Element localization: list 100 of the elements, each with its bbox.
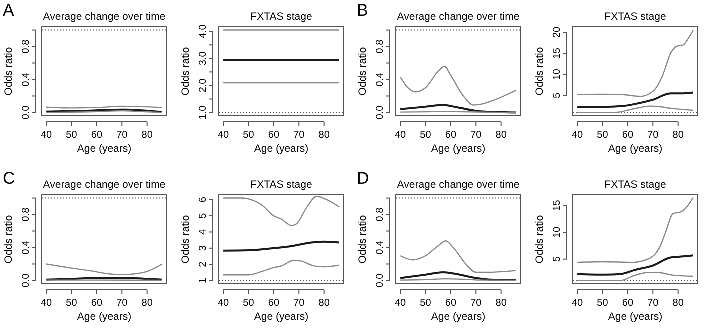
y-tick-label: 0.4 xyxy=(375,72,386,87)
y-axis-title: Odds ratio xyxy=(180,47,192,96)
text: C xyxy=(3,169,16,188)
y-tick-label: 0.4 xyxy=(21,240,32,255)
y-tick-label: 10 xyxy=(552,226,563,238)
y-tick-label: 0.0 xyxy=(375,273,386,288)
x-axis-title: Age (years) xyxy=(431,143,486,155)
x-axis-title: Age (years) xyxy=(77,143,132,155)
x-tick-label: 80 xyxy=(318,130,330,141)
x-tick-label: 60 xyxy=(268,298,280,309)
y-axis-title: Odds ratio xyxy=(534,215,546,264)
x-axis-title: Age (years) xyxy=(431,311,486,323)
chart-title: Average change over time xyxy=(43,179,166,191)
y-tick-label: 5 xyxy=(198,212,209,219)
x-tick-label: 40 xyxy=(394,298,407,309)
y-axis-title: Odds ratio xyxy=(3,215,15,264)
x-axis-title: Age (years) xyxy=(254,143,309,155)
x-tick-label: 80 xyxy=(496,130,508,141)
x-axis-title: Age (years) xyxy=(77,311,132,323)
y-axis-title: Odds ratio xyxy=(180,215,192,264)
text: D xyxy=(357,169,370,188)
x-tick-label: 80 xyxy=(142,298,154,309)
text: B xyxy=(357,1,368,20)
y-tick-label: 20 xyxy=(552,26,563,38)
x-tick-label: 50 xyxy=(597,130,609,141)
y-tick-label: 4.0 xyxy=(198,24,209,39)
chart-title: FXTAS stage xyxy=(604,179,666,191)
line-series xyxy=(400,104,518,114)
x-tick-label: 70 xyxy=(116,298,128,309)
x-axis-title: Age (years) xyxy=(254,311,309,323)
chart-title: Average change over time xyxy=(397,179,520,191)
x-tick-label: 50 xyxy=(66,298,78,309)
x-tick-label: 70 xyxy=(648,298,660,309)
x-tick-label: 70 xyxy=(294,130,306,141)
x-tick-label: 80 xyxy=(672,130,684,141)
y-tick-label: 0.0 xyxy=(21,105,32,120)
x-tick-label: 60 xyxy=(445,298,457,309)
y-tick-label: 0.8 xyxy=(375,207,386,222)
x-tick-label: 60 xyxy=(445,130,457,141)
y-tick-label: 0.0 xyxy=(21,273,32,288)
y-tick-label: 4 xyxy=(198,229,209,235)
x-tick-label: 80 xyxy=(672,298,684,309)
x-tick-label: 70 xyxy=(294,298,306,309)
x-tick-label: 40 xyxy=(40,298,53,309)
line-series xyxy=(576,106,694,114)
x-tick-label: 40 xyxy=(572,298,584,309)
x-tick-label: 70 xyxy=(648,130,660,141)
x-axis-title: Age (years) xyxy=(608,143,663,155)
x-tick-label: 70 xyxy=(470,298,482,309)
line-series xyxy=(222,260,340,276)
y-tick-label: 0.4 xyxy=(21,72,32,87)
y-tick-label: 3.0 xyxy=(198,51,209,66)
x-tick-label: 60 xyxy=(622,130,634,141)
y-tick-label: 2.0 xyxy=(198,78,209,93)
y-axis-title: Odds ratio xyxy=(357,47,369,96)
x-tick-label: 50 xyxy=(243,130,255,141)
chart-title: FXTAS stage xyxy=(250,11,312,23)
y-tick-label: 0.8 xyxy=(21,39,32,54)
line-series xyxy=(576,254,694,276)
line-series xyxy=(400,271,518,282)
x-tick-label: 60 xyxy=(268,130,280,141)
x-tick-label: 70 xyxy=(470,130,482,141)
line-series xyxy=(576,197,694,264)
chart-title: Average change over time xyxy=(397,11,520,23)
x-tick-label: 70 xyxy=(116,130,128,141)
y-tick-label: 0.8 xyxy=(375,39,386,54)
line-series xyxy=(576,92,694,108)
x-tick-label: 50 xyxy=(420,298,432,309)
line-series xyxy=(222,240,340,252)
y-tick-label: 0.0 xyxy=(375,105,386,120)
x-tick-label: 80 xyxy=(318,298,330,309)
y-tick-label: 0.8 xyxy=(21,207,32,222)
y-tick-label: 1.0 xyxy=(198,105,209,120)
x-tick-label: 40 xyxy=(218,130,230,141)
y-axis-title: Odds ratio xyxy=(3,47,15,96)
x-tick-label: 40 xyxy=(40,130,53,141)
y-tick-label: 5 xyxy=(552,256,563,262)
x-tick-label: 80 xyxy=(142,130,154,141)
x-tick-label: 60 xyxy=(91,298,103,309)
chart-title: Average change over time xyxy=(43,11,166,23)
y-tick-label: 1 xyxy=(198,278,209,284)
x-tick-label: 50 xyxy=(243,298,255,309)
x-tick-label: 40 xyxy=(394,130,407,141)
line-series xyxy=(576,30,694,98)
x-tick-label: 60 xyxy=(622,298,634,309)
y-tick-label: 3 xyxy=(198,245,209,252)
y-tick-label: 5 xyxy=(552,92,563,99)
line-series xyxy=(400,240,518,274)
x-tick-label: 50 xyxy=(66,130,78,141)
chart-title: FXTAS stage xyxy=(604,11,666,23)
x-tick-label: 80 xyxy=(496,298,508,309)
line-series xyxy=(576,272,694,282)
x-tick-label: 50 xyxy=(597,298,609,309)
y-tick-label: 15 xyxy=(552,48,563,60)
x-tick-label: 40 xyxy=(572,130,584,141)
chart-title: FXTAS stage xyxy=(250,179,312,191)
x-tick-label: 40 xyxy=(218,298,230,309)
y-tick-label: 0.4 xyxy=(375,240,386,255)
y-tick-label: 6 xyxy=(198,196,209,203)
x-tick-label: 50 xyxy=(420,130,432,141)
